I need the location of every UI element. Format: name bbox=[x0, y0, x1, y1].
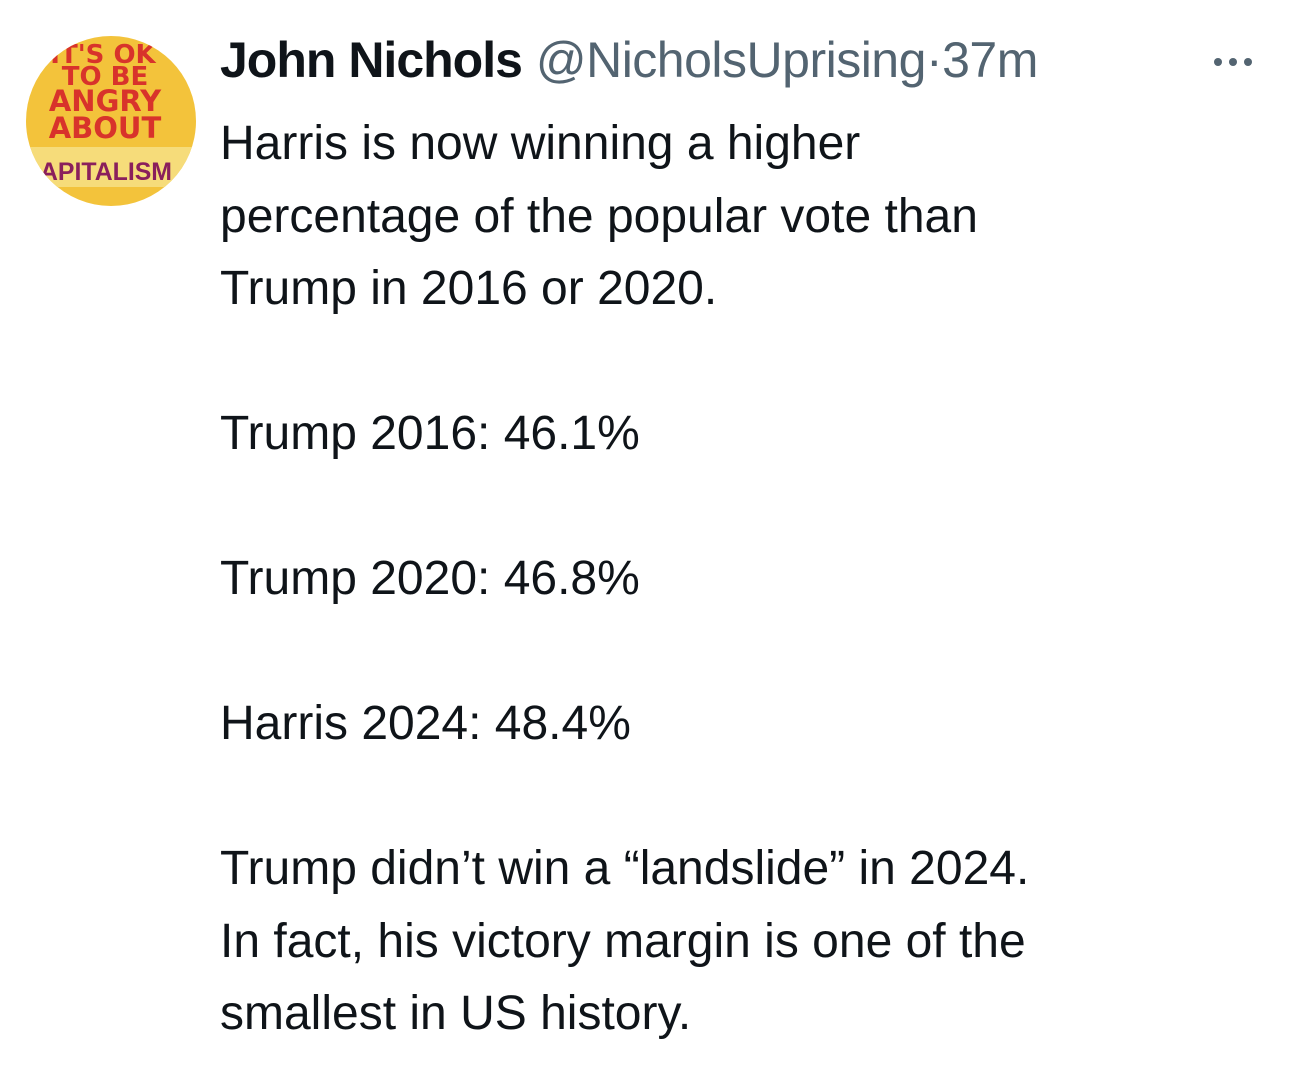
paragraph: Harris 2024: 48.4% bbox=[220, 688, 1029, 761]
paragraph: Harris is now winning a higher percentage… bbox=[220, 108, 1029, 326]
text-line: Trump didn’t win a “landslide” in 2024. bbox=[220, 842, 1030, 895]
separator: · bbox=[925, 32, 943, 88]
text-line: Trump in 2016 or 2020. bbox=[220, 262, 718, 315]
more-button[interactable] bbox=[1208, 52, 1258, 72]
text-line: Harris is now winning a higher bbox=[220, 117, 861, 170]
dot bbox=[1229, 58, 1237, 66]
avatar[interactable]: IT'S OK TO BE ANGRY ABOUT CAPITALISM bbox=[25, 35, 197, 207]
avatar-text: ANGRY bbox=[49, 84, 162, 118]
author-name[interactable]: John Nichols bbox=[220, 32, 523, 88]
avatar-text: ABOUT bbox=[49, 111, 162, 145]
paragraph: Trump didn’t win a “landslide” in 2024. I… bbox=[220, 833, 1029, 1051]
paragraph: Trump 2020: 46.8% bbox=[220, 543, 1029, 616]
text-line: Trump 2016: 46.1% bbox=[220, 407, 640, 460]
timestamp[interactable]: 37m bbox=[942, 32, 1038, 88]
tweet-header: John Nichols @NicholsUprising·37m bbox=[220, 28, 1038, 92]
dot bbox=[1244, 58, 1252, 66]
avatar-band bbox=[26, 147, 196, 187]
author-handle[interactable]: @NicholsUprising bbox=[535, 32, 927, 88]
text-line: percentage of the popular vote than bbox=[220, 189, 978, 243]
text-line: smallest in US history. bbox=[220, 987, 692, 1040]
paragraph: Trump 2016: 46.1% bbox=[220, 398, 1029, 471]
tweet-text: Harris is now winning a higher percentage… bbox=[220, 108, 1029, 1051]
text-line: Trump 2020: 46.8% bbox=[220, 552, 640, 605]
avatar-text: CAPITALISM bbox=[25, 158, 172, 186]
avatar-text: TO BE bbox=[62, 62, 148, 92]
text-line: Harris 2024: 48.4% bbox=[220, 697, 631, 750]
dot bbox=[1214, 58, 1222, 66]
text-line: In fact, his victory margin is one of th… bbox=[220, 914, 1026, 968]
